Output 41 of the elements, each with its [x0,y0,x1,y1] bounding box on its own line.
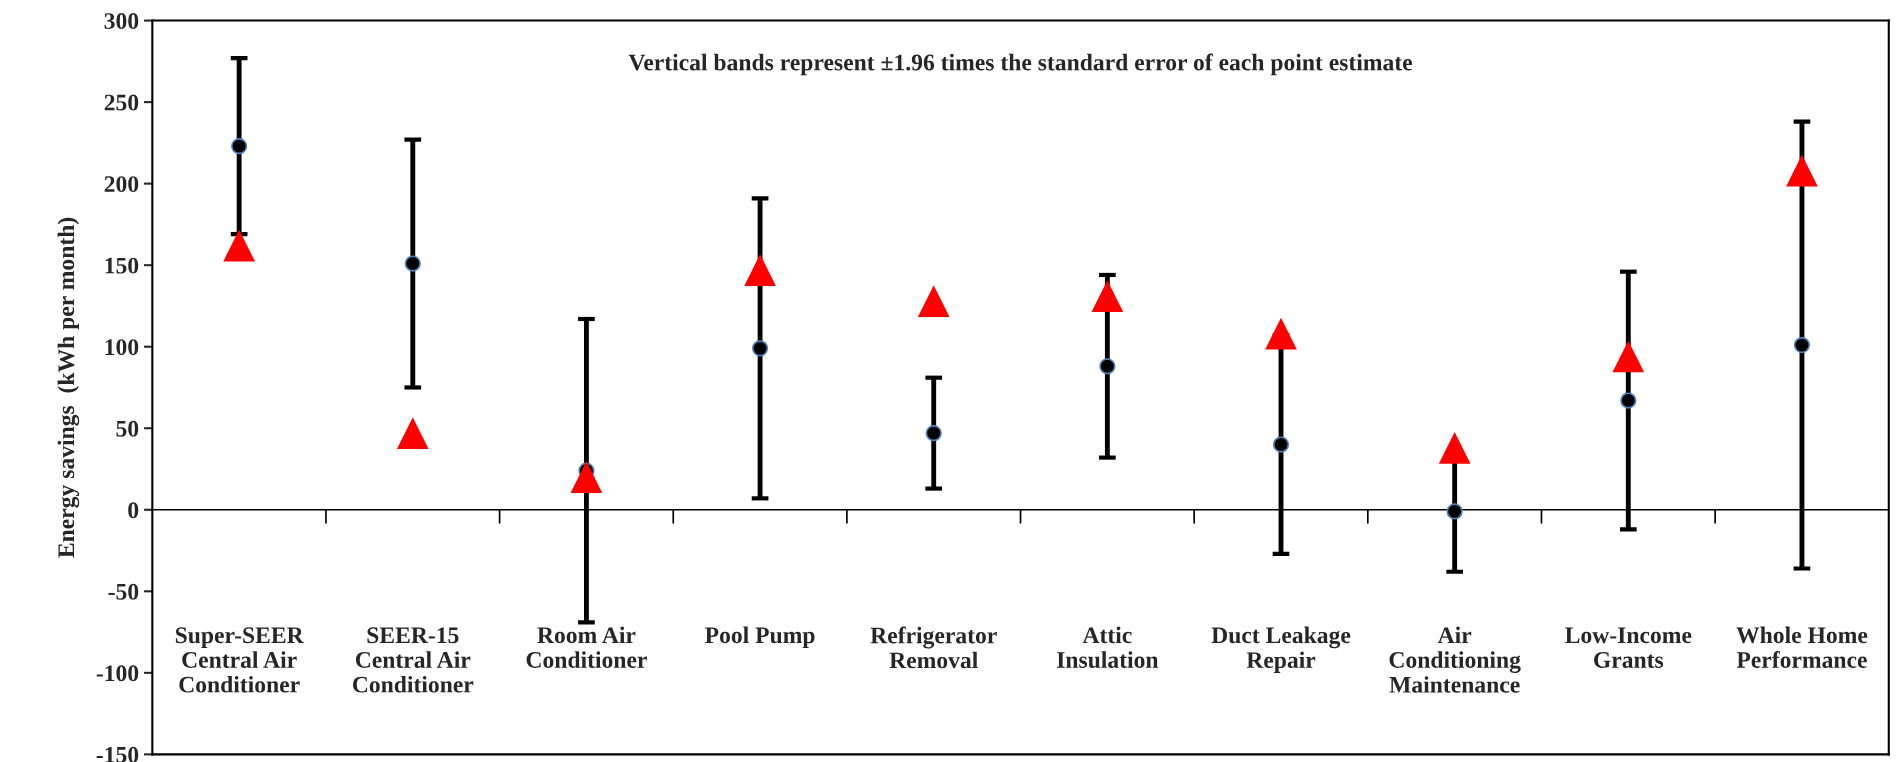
y-tick-label: 0 [128,502,139,519]
x-tick-label: Room Air Conditioner [526,626,647,668]
x-tick-label: Air Conditioning Maintenance [1389,626,1521,693]
point [925,425,942,442]
y-axis-title: Energy savings (kWh per month) [57,217,80,558]
y-tick-label: 250 [104,94,139,111]
point [1272,436,1290,453]
y-tick-label: -50 [108,583,139,600]
point [570,461,603,493]
x-tick-label: Whole Home Performance [1736,626,1868,668]
x-tick-label: Duct Leakage Repair [1211,626,1351,673]
point [396,417,429,449]
y-tick-label: -100 [96,665,139,682]
x-tick-label: SEER-15 Central Air Conditioner [352,627,474,693]
y-tick-label: 300 [104,13,139,29]
point [744,254,776,286]
point [917,285,950,317]
point [1620,392,1637,409]
x-tick-label: Low-Income Grants [1565,627,1692,668]
y-tick-label: 50 [116,420,139,437]
point [404,255,421,272]
point [1265,317,1297,350]
y-tick-label: 200 [104,176,139,193]
x-tick-label: Pool Pump [705,626,815,649]
point [751,340,769,357]
point [1786,154,1818,187]
point [1099,358,1116,375]
x-tick-label: Attic Insulation [1056,626,1159,668]
point [231,138,248,155]
annotation: Vertical bands represent ±1.96 times the standard error of each point estimate [628,53,1413,76]
point [1793,336,1811,354]
x-tick-label: Refrigerator Removal [870,626,997,669]
y-tick-label: 150 [105,257,139,274]
y-tick-label: 100 [105,339,139,356]
point [1612,340,1645,373]
x-tick-label: Super-SEER Central Air Conditioner [175,627,304,693]
y-tick-label: -150 [96,746,139,762]
point [1091,280,1124,312]
point [1438,431,1471,464]
point [1446,503,1463,520]
point [223,229,255,262]
